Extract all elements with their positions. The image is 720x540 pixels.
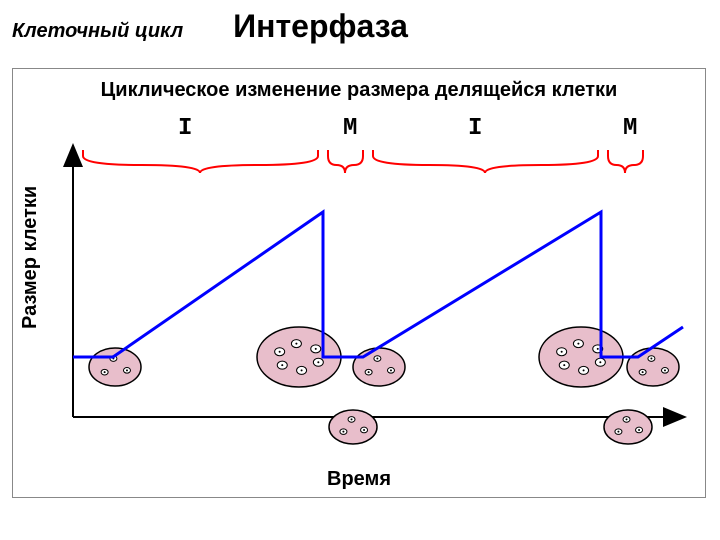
- x-axis-label: Время: [13, 468, 705, 491]
- title-left: Клеточный цикл: [12, 20, 183, 43]
- plot-svg: [53, 117, 693, 457]
- title-right: Интерфаза: [233, 8, 408, 45]
- header: Клеточный цикл Интерфаза: [0, 0, 720, 45]
- chart-container: Циклическое изменение размера делящейся …: [12, 68, 706, 498]
- y-axis-label: Размер клетки: [19, 186, 42, 329]
- chart-subtitle: Циклическое изменение размера делящейся …: [13, 79, 705, 102]
